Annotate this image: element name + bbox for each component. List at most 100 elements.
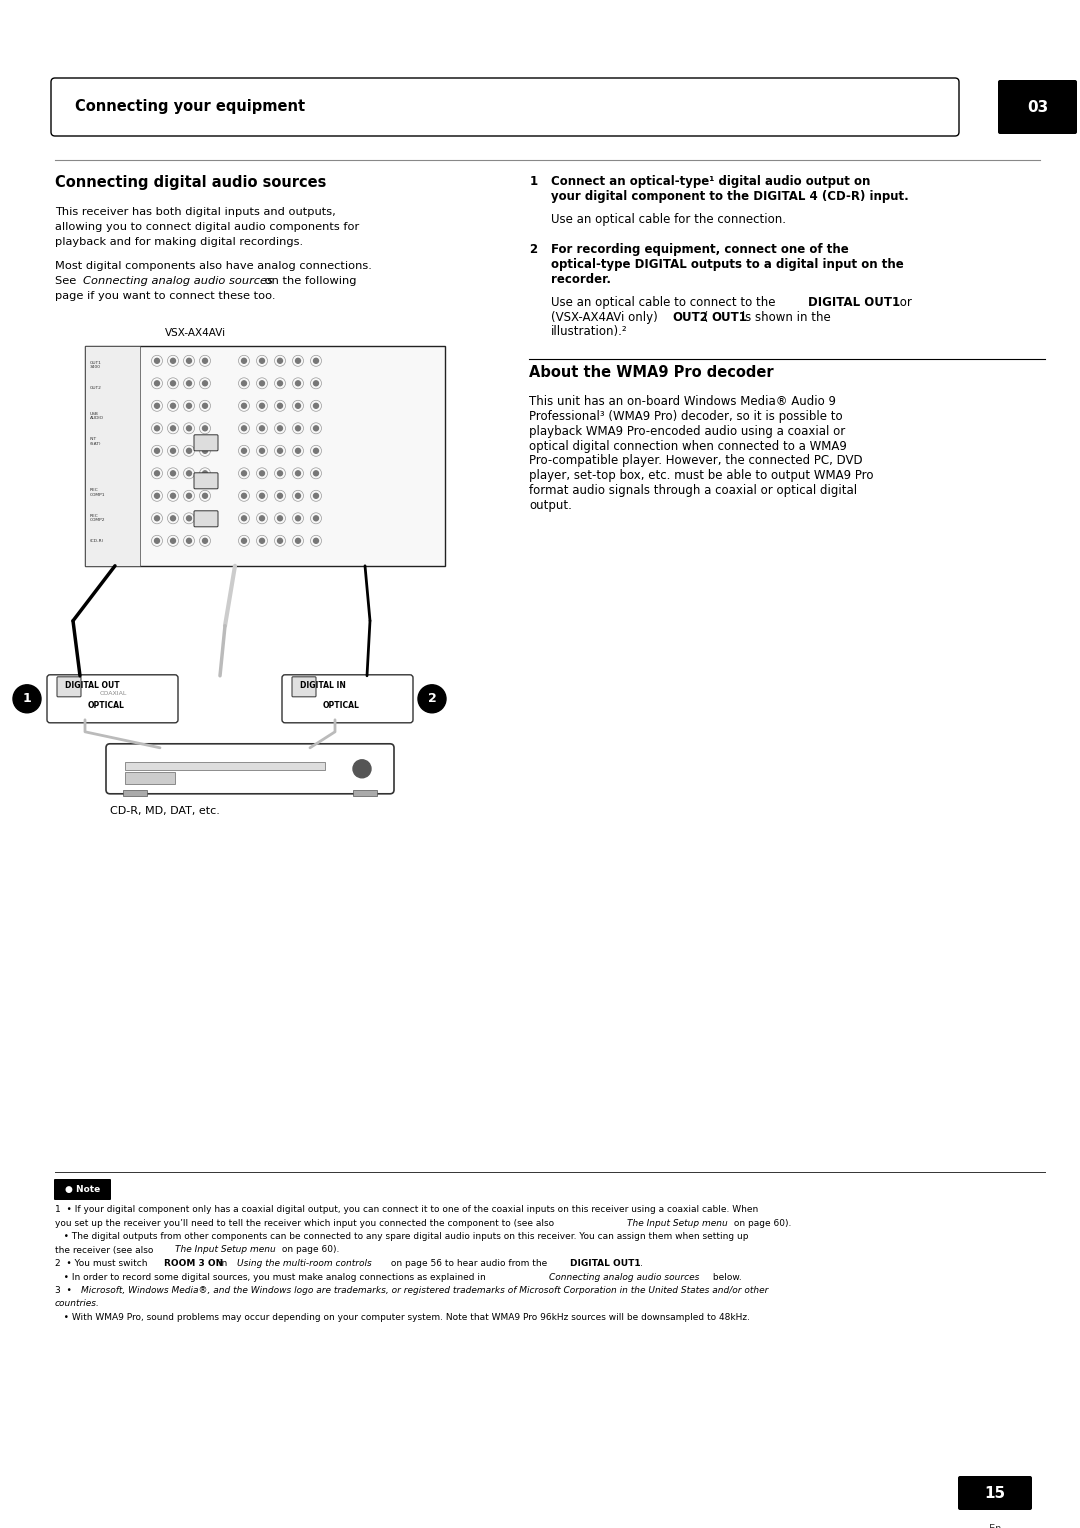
Text: page if you want to connect these too.: page if you want to connect these too. bbox=[55, 290, 275, 301]
Bar bbox=[125, 762, 325, 770]
Circle shape bbox=[242, 403, 246, 408]
Text: below.: below. bbox=[711, 1273, 742, 1282]
Circle shape bbox=[313, 359, 319, 364]
Text: OUT1
3400: OUT1 3400 bbox=[90, 361, 102, 370]
Circle shape bbox=[203, 359, 207, 364]
Text: REC
COMP1: REC COMP1 bbox=[90, 489, 106, 497]
Circle shape bbox=[313, 471, 319, 475]
Text: Most digital components also have analog connections.: Most digital components also have analog… bbox=[55, 261, 372, 272]
Circle shape bbox=[259, 471, 265, 475]
Circle shape bbox=[13, 685, 41, 712]
Text: player, set-top box, etc. must be able to output WMA9 Pro: player, set-top box, etc. must be able t… bbox=[529, 469, 874, 483]
Text: 2: 2 bbox=[428, 692, 436, 706]
Circle shape bbox=[203, 538, 207, 544]
Circle shape bbox=[242, 426, 246, 431]
Circle shape bbox=[154, 403, 160, 408]
Text: Pro-compatible player. However, the connected PC, DVD: Pro-compatible player. However, the conn… bbox=[529, 454, 863, 468]
Text: ROOM 3 ON: ROOM 3 ON bbox=[164, 1259, 224, 1268]
FancyBboxPatch shape bbox=[282, 675, 413, 723]
FancyBboxPatch shape bbox=[57, 677, 81, 697]
Circle shape bbox=[259, 359, 265, 364]
Text: OUT2: OUT2 bbox=[672, 310, 708, 324]
Text: ● Note: ● Note bbox=[65, 1186, 100, 1193]
Text: Connecting digital audio sources: Connecting digital audio sources bbox=[55, 176, 326, 189]
Text: on the following: on the following bbox=[261, 277, 356, 286]
Circle shape bbox=[154, 494, 160, 498]
Text: About the WMA9 Pro decoder: About the WMA9 Pro decoder bbox=[529, 365, 774, 380]
Circle shape bbox=[242, 538, 246, 544]
Circle shape bbox=[278, 359, 283, 364]
Circle shape bbox=[296, 403, 300, 408]
Text: This unit has an on-board Windows Media® Audio 9: This unit has an on-board Windows Media®… bbox=[529, 396, 836, 408]
Text: • In order to record some digital sources, you must make analog connections as e: • In order to record some digital source… bbox=[55, 1273, 488, 1282]
Circle shape bbox=[154, 380, 160, 385]
Text: 2: 2 bbox=[529, 243, 538, 257]
Circle shape bbox=[187, 359, 191, 364]
Text: 1: 1 bbox=[529, 176, 538, 188]
Circle shape bbox=[203, 448, 207, 454]
Text: DIGITAL IN: DIGITAL IN bbox=[300, 681, 346, 691]
Text: (: ( bbox=[700, 310, 708, 324]
Circle shape bbox=[203, 471, 207, 475]
Circle shape bbox=[296, 448, 300, 454]
Text: playback and for making digital recordings.: playback and for making digital recordin… bbox=[55, 237, 303, 246]
Circle shape bbox=[296, 359, 300, 364]
Bar bbox=[125, 772, 175, 784]
Text: is shown in the: is shown in the bbox=[739, 310, 831, 324]
Circle shape bbox=[278, 494, 283, 498]
Circle shape bbox=[278, 448, 283, 454]
Circle shape bbox=[242, 448, 246, 454]
Circle shape bbox=[313, 516, 319, 521]
Text: illustration).²: illustration).² bbox=[551, 325, 627, 338]
Text: you set up the receiver you’ll need to tell the receiver which input you connect: you set up the receiver you’ll need to t… bbox=[55, 1218, 557, 1227]
Text: Microsoft, Windows Media®, and the Windows logo are trademarks, or registered tr: Microsoft, Windows Media®, and the Windo… bbox=[81, 1287, 768, 1296]
Bar bbox=[85, 345, 445, 565]
Circle shape bbox=[296, 538, 300, 544]
Circle shape bbox=[154, 426, 160, 431]
FancyBboxPatch shape bbox=[51, 78, 959, 136]
Text: En: En bbox=[989, 1523, 1001, 1528]
FancyBboxPatch shape bbox=[194, 510, 218, 527]
Text: COAXIAL: COAXIAL bbox=[100, 691, 127, 697]
Circle shape bbox=[171, 471, 175, 475]
Text: OPTICAL: OPTICAL bbox=[323, 701, 360, 711]
Circle shape bbox=[278, 471, 283, 475]
Circle shape bbox=[296, 380, 300, 385]
Text: This receiver has both digital inputs and outputs,: This receiver has both digital inputs an… bbox=[55, 206, 336, 217]
Circle shape bbox=[187, 494, 191, 498]
Circle shape bbox=[296, 494, 300, 498]
Circle shape bbox=[418, 685, 446, 712]
Circle shape bbox=[259, 538, 265, 544]
Circle shape bbox=[313, 380, 319, 385]
Circle shape bbox=[203, 494, 207, 498]
Text: output.: output. bbox=[529, 498, 572, 512]
FancyBboxPatch shape bbox=[54, 1180, 111, 1199]
Circle shape bbox=[187, 471, 191, 475]
Text: optical digital connection when connected to a WMA9: optical digital connection when connecte… bbox=[529, 440, 847, 452]
Text: Connect an optical-type¹ digital audio output on: Connect an optical-type¹ digital audio o… bbox=[551, 176, 870, 188]
Text: on page 60).: on page 60). bbox=[731, 1218, 792, 1227]
Bar bbox=[123, 790, 147, 796]
Circle shape bbox=[171, 494, 175, 498]
Circle shape bbox=[313, 448, 319, 454]
Circle shape bbox=[259, 494, 265, 498]
Circle shape bbox=[242, 471, 246, 475]
Text: in: in bbox=[216, 1259, 230, 1268]
Circle shape bbox=[259, 426, 265, 431]
Circle shape bbox=[278, 516, 283, 521]
Text: on page 60).: on page 60). bbox=[279, 1245, 339, 1254]
FancyBboxPatch shape bbox=[958, 1476, 1032, 1510]
Circle shape bbox=[242, 516, 246, 521]
Circle shape bbox=[242, 380, 246, 385]
Text: For recording equipment, connect one of the: For recording equipment, connect one of … bbox=[551, 243, 849, 257]
FancyBboxPatch shape bbox=[106, 744, 394, 795]
Text: The Input Setup menu: The Input Setup menu bbox=[175, 1245, 275, 1254]
Circle shape bbox=[154, 538, 160, 544]
FancyBboxPatch shape bbox=[194, 435, 218, 451]
FancyBboxPatch shape bbox=[48, 675, 178, 723]
Text: Connecting analog audio sources: Connecting analog audio sources bbox=[549, 1273, 700, 1282]
Circle shape bbox=[313, 538, 319, 544]
FancyBboxPatch shape bbox=[292, 677, 316, 697]
Circle shape bbox=[187, 380, 191, 385]
Circle shape bbox=[296, 426, 300, 431]
